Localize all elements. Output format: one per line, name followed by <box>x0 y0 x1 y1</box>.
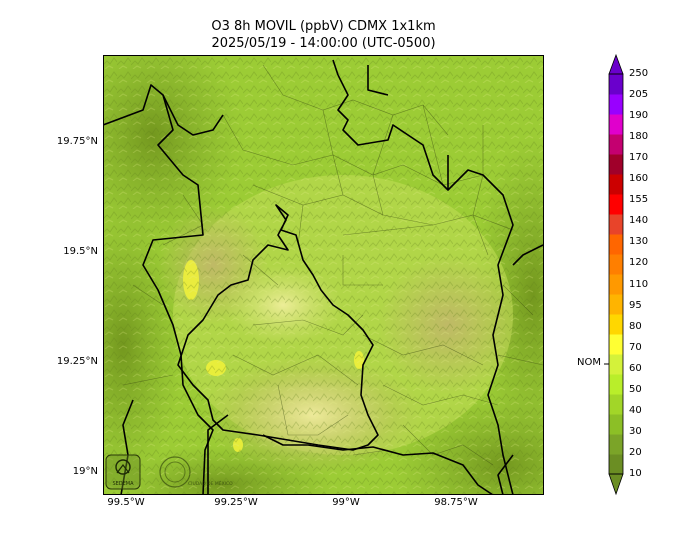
colorbar-band <box>609 214 623 235</box>
colorbar-tick-label: 20 <box>629 446 642 458</box>
colorbar-band <box>609 394 623 415</box>
colorbar-band <box>609 454 623 475</box>
colorbar-band <box>609 154 623 175</box>
colorbar-extend-min-arrow <box>608 473 624 496</box>
colorbar-tick-label: 95 <box>629 299 642 311</box>
colorbar-band <box>609 434 623 455</box>
colorbar-extend-max-arrow <box>608 53 624 75</box>
colorbar <box>604 53 624 496</box>
lat-tick-label: 19.5°N <box>63 246 98 257</box>
nom-label: NOM <box>577 357 601 368</box>
colorbar-tick-label: 30 <box>629 425 642 437</box>
state-boundaries <box>103 59 544 495</box>
lon-tick-label: 99.25°W <box>214 497 258 508</box>
lon-tick-label: 99°W <box>332 497 360 508</box>
colorbar-band <box>609 74 623 95</box>
colorbar-band <box>609 114 623 135</box>
colorbar-band <box>609 294 623 315</box>
colorbar-tick-label: 120 <box>629 257 649 269</box>
colorbar-tick-label: 40 <box>629 404 642 416</box>
sedema-logo-text: SEDEMA <box>112 481 134 487</box>
colorbar-band <box>609 314 623 335</box>
colorbar-tick-label: 155 <box>629 194 649 206</box>
map-frame-border <box>103 55 544 495</box>
colorbar-band <box>609 334 623 355</box>
colorbar-tick-label: 70 <box>629 341 642 353</box>
colorbar-tick-label: 60 <box>629 362 642 374</box>
colorbar-outline <box>608 73 624 475</box>
colorbar-tick-label: 110 <box>629 278 649 290</box>
colorbar-tick-label: 180 <box>629 131 649 143</box>
map-timestamp: 2025/05/19 - 14:00:00 (UTC-0500) <box>211 36 436 51</box>
ozone-map: SEDEMA CIUDAD DE MÉXICO <box>103 55 544 495</box>
sedema-logo: SEDEMA <box>105 454 141 490</box>
colorbar-band <box>609 174 623 195</box>
colorbar-band <box>609 194 623 215</box>
colorbar-tick-label: 160 <box>629 173 649 185</box>
lat-tick-label: 19°N <box>72 466 98 477</box>
municipal-boundaries <box>122 64 544 466</box>
colorbar-band <box>609 354 623 375</box>
lon-tick-label: 98.75°W <box>434 497 478 508</box>
colorbar-band <box>609 234 623 255</box>
colorbar-tick-label: 205 <box>629 89 649 101</box>
colorbar-tick-label: 190 <box>629 110 649 122</box>
terrain-hillshade <box>103 55 544 495</box>
colorbar-tick-label: 80 <box>629 320 642 332</box>
cdmx-logo-text: CIUDAD DE MÉXICO <box>188 479 233 487</box>
colorbar-tick-label: 250 <box>629 68 649 79</box>
colorbar-band <box>609 374 623 395</box>
colorbar-band <box>609 254 623 275</box>
colorbar-band <box>609 274 623 295</box>
colorbar-tick-label: 170 <box>629 152 649 164</box>
colorbar-band <box>609 414 623 435</box>
map-title: O3 8h MOVIL (ppbV) CDMX 1x1km <box>211 19 436 34</box>
colorbar-tick-label: 130 <box>629 236 649 248</box>
colorbar-tick-label: 10 <box>629 468 642 479</box>
colorbar-tick-label: 50 <box>629 383 642 395</box>
lat-tick-label: 19.25°N <box>56 356 98 367</box>
lon-tick-label: 99.5°W <box>107 497 145 508</box>
lat-tick-label: 19.75°N <box>56 136 98 147</box>
colorbar-tick-label: 140 <box>629 215 649 227</box>
colorbar-band <box>609 134 623 155</box>
colorbar-band <box>609 94 623 115</box>
cdmx-logo: CIUDAD DE MÉXICO <box>159 456 233 488</box>
